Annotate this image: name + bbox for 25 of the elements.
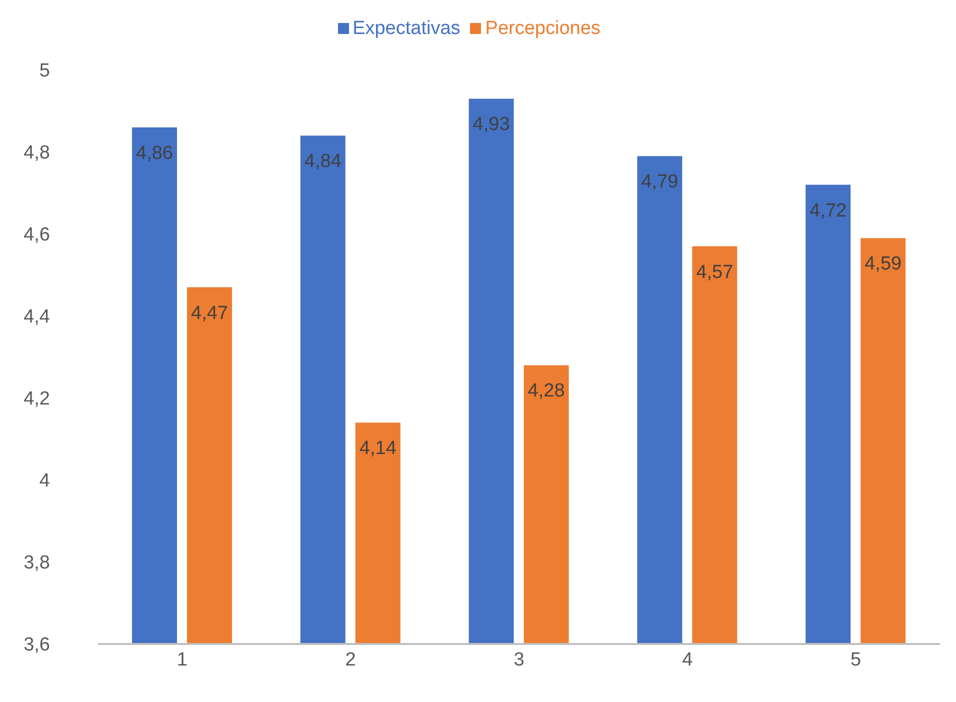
data-label: 4,59 (864, 254, 902, 275)
data-label: 4,47 (191, 302, 228, 324)
y-tick-label: 5 (39, 60, 50, 82)
y-tick-label: 4,6 (24, 224, 50, 246)
y-tick-label: 4 (39, 470, 50, 492)
y-tick-label: 4,2 (24, 388, 50, 410)
legend-label: Percepciones (485, 18, 600, 39)
x-tick-label: 3 (514, 649, 524, 670)
data-label: 4,57 (696, 262, 734, 283)
x-tick-label: 5 (850, 649, 862, 670)
data-label: 4,84 (304, 151, 342, 172)
data-label: 4,79 (641, 172, 678, 193)
y-tick-label: 3,6 (24, 634, 50, 656)
x-tick-label: 4 (682, 649, 694, 670)
legend-label: Expectativas (352, 18, 460, 39)
x-tick-label: 2 (345, 649, 356, 670)
y-tick-label: 4,8 (24, 142, 50, 164)
data-label: 4,14 (359, 438, 397, 460)
data-label: 4,93 (472, 114, 510, 136)
data-label: 4,28 (528, 380, 565, 402)
y-tick-label: 3,8 (24, 552, 50, 574)
y-tick-label: 4,4 (24, 306, 50, 328)
x-tick-label: 1 (176, 649, 188, 670)
data-label: 4,86 (136, 142, 173, 164)
data-label: 4,72 (810, 200, 847, 222)
